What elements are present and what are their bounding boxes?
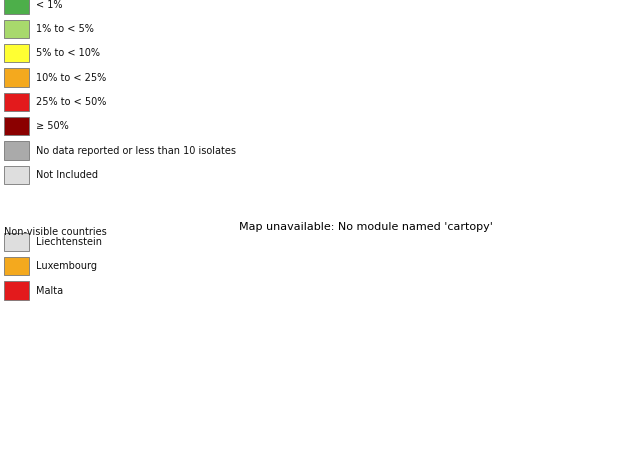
Text: 25% to < 50%: 25% to < 50%: [36, 97, 106, 107]
Bar: [4, 257, 29, 275]
Text: No data reported or less than 10 isolates: No data reported or less than 10 isolate…: [36, 146, 236, 156]
Text: 5% to < 10%: 5% to < 10%: [36, 48, 100, 58]
Text: Map unavailable: No module named 'cartopy': Map unavailable: No module named 'cartop…: [239, 222, 493, 231]
Text: 10% to < 25%: 10% to < 25%: [36, 73, 106, 83]
Text: < 1%: < 1%: [36, 0, 62, 10]
Bar: [4, 233, 29, 251]
Text: Non-visible countries: Non-visible countries: [4, 227, 107, 237]
Bar: [4, 44, 29, 62]
Bar: [4, 20, 29, 38]
Text: Liechtenstein: Liechtenstein: [36, 237, 102, 247]
Bar: [4, 166, 29, 184]
Bar: [4, 281, 29, 300]
Text: Luxembourg: Luxembourg: [36, 261, 97, 271]
Text: ≥ 50%: ≥ 50%: [36, 121, 68, 131]
Bar: [4, 117, 29, 135]
Text: Not Included: Not Included: [36, 170, 98, 180]
Bar: [4, 0, 29, 14]
Text: 1% to < 5%: 1% to < 5%: [36, 24, 94, 34]
Bar: [4, 93, 29, 111]
Bar: [4, 141, 29, 160]
Bar: [4, 68, 29, 87]
Text: Malta: Malta: [36, 285, 63, 296]
